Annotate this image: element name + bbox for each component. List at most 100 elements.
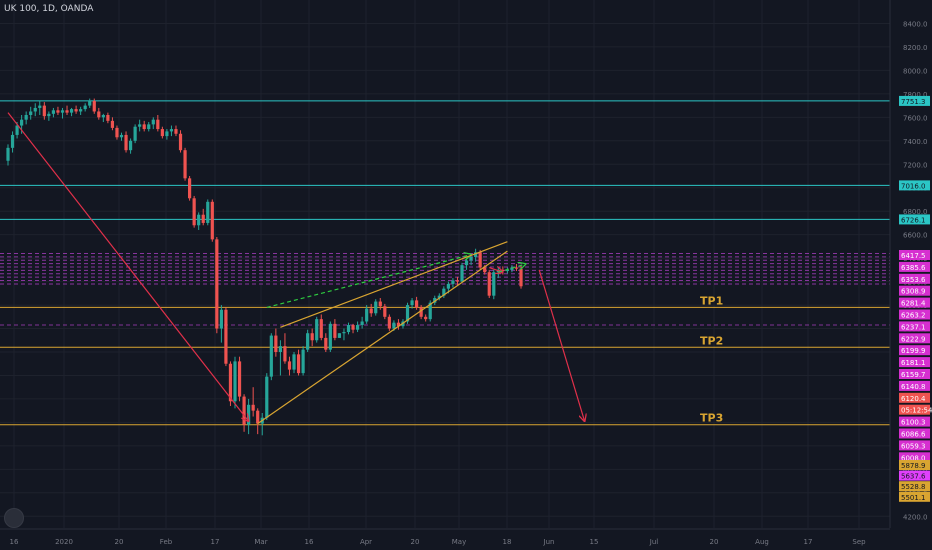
candle — [369, 303, 373, 317]
time-tick-label: Mar — [254, 538, 267, 546]
zone-price-tag-bg — [899, 297, 930, 308]
candle-body — [514, 267, 519, 269]
price-tick-label: 8200.0 — [903, 44, 928, 52]
zone-price-tag-bg — [899, 428, 930, 439]
countdown-tag: 05:12:54 — [899, 404, 932, 415]
bottom-price-tag-text: 5528.8 — [901, 483, 926, 491]
candle-body — [274, 335, 278, 352]
candle-body — [74, 109, 78, 112]
candle-body — [83, 105, 87, 110]
candle-body — [333, 323, 337, 338]
candle-body — [283, 346, 287, 362]
trend-line-1 — [266, 255, 471, 308]
candle — [287, 356, 292, 376]
candle — [487, 269, 491, 299]
candle — [505, 267, 509, 274]
candle-body — [138, 124, 142, 127]
candle — [396, 319, 401, 330]
candle — [269, 333, 273, 381]
tradingview-logo-icon[interactable] — [4, 508, 24, 528]
time-tick-label: 20 — [115, 538, 124, 546]
candles — [6, 98, 523, 436]
candle — [514, 264, 519, 272]
candle — [301, 346, 305, 376]
candle — [374, 299, 378, 316]
candle — [455, 276, 460, 286]
candle — [147, 122, 151, 132]
candle-body — [79, 109, 83, 112]
candle — [47, 111, 51, 121]
candle-body — [206, 201, 210, 223]
zone-price-tag-text: 6008.0 — [901, 454, 926, 462]
candle-body — [474, 252, 478, 257]
zone-price-tag-text: 6199.9 — [901, 347, 926, 355]
price-tick-label: 8400.0 — [903, 20, 928, 28]
candle-body — [88, 100, 92, 106]
trend-line-0 — [7, 112, 249, 422]
candle-body — [383, 306, 387, 317]
candle — [106, 112, 110, 124]
candle-body — [346, 325, 351, 333]
candle — [101, 113, 105, 123]
price-tick-label: 7600.0 — [903, 114, 928, 122]
zone-price-tag: 6140.8 — [899, 380, 930, 391]
candle — [133, 124, 137, 144]
candle — [378, 298, 382, 310]
countdown-tag-bg — [899, 404, 930, 415]
candle-body — [269, 335, 273, 377]
candle-body — [301, 349, 305, 374]
level-tag-text: 6726.1 — [901, 216, 926, 224]
time-tick-label: 20 — [710, 538, 719, 546]
candle — [65, 105, 69, 115]
zone-price-tag-text: 6222.9 — [901, 335, 926, 343]
zone-price-tag-bg — [899, 309, 930, 320]
zone-price-tag-text: 6086.6 — [901, 431, 926, 439]
candle-body — [278, 346, 282, 352]
candle — [160, 126, 164, 139]
candle — [237, 356, 242, 402]
candle — [88, 98, 92, 108]
candle — [142, 120, 146, 132]
candle-body — [119, 134, 124, 138]
candle-body — [197, 214, 201, 226]
candle-body — [56, 110, 60, 113]
zone-price-tag-bg — [899, 369, 930, 379]
candle-body — [29, 111, 33, 115]
candle-body — [287, 361, 292, 370]
candle-body — [10, 134, 15, 148]
candle — [437, 293, 441, 301]
zone-price-tag-bg — [899, 357, 930, 368]
candle-body — [292, 354, 296, 370]
zone-price-tag-bg — [899, 250, 930, 260]
candle — [97, 107, 101, 120]
time-tick-label: 17 — [211, 538, 220, 546]
candle — [119, 132, 124, 141]
candle — [292, 352, 296, 374]
candle-body — [65, 110, 69, 113]
zone-price-tag: 6385.6 — [899, 261, 930, 272]
candle-body — [110, 120, 115, 128]
price-tick-label: 7200.0 — [903, 161, 928, 169]
candle — [256, 408, 260, 435]
candle-body — [265, 376, 269, 418]
level-tag-bg — [899, 180, 930, 191]
candle-body — [378, 301, 382, 307]
zone-price-tag-bg — [899, 380, 930, 391]
zone-price-tag-bg — [899, 392, 930, 403]
level-tag-bg — [899, 214, 930, 225]
candle-body — [228, 363, 233, 402]
candle-body — [92, 100, 96, 112]
trend-line-2 — [280, 241, 508, 328]
candle — [360, 316, 364, 329]
candle — [337, 333, 342, 338]
time-tick-label: Jun — [543, 538, 555, 546]
zone-price-tag: 6281.4 — [899, 297, 930, 308]
candle-body — [451, 280, 455, 284]
price-tick-label: 7800.0 — [903, 91, 928, 99]
candle-body — [133, 126, 137, 141]
candle-body — [160, 129, 164, 137]
bottom-price-tag-text: 5637.6 — [901, 473, 926, 481]
candle-body — [242, 396, 246, 425]
candle — [501, 266, 505, 275]
